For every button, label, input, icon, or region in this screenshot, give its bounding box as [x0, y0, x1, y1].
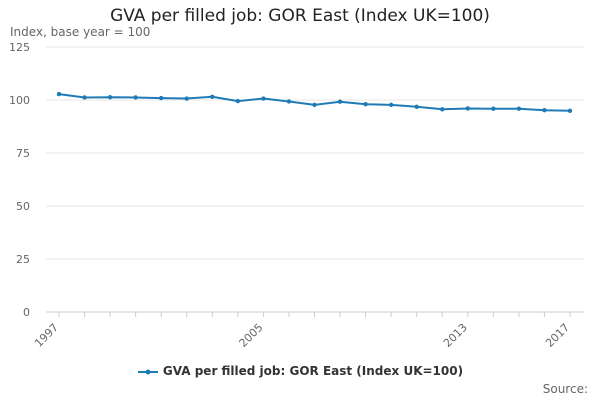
- data-point[interactable]: [388, 102, 394, 108]
- data-point[interactable]: [133, 95, 138, 100]
- data-point[interactable]: [542, 107, 547, 113]
- data-point[interactable]: [567, 108, 573, 114]
- y-tick-label: 100: [9, 94, 30, 107]
- legend-swatch: [137, 369, 158, 374]
- data-point[interactable]: [82, 95, 87, 100]
- x-tick-label: 2013: [441, 321, 470, 350]
- data-point[interactable]: [107, 95, 113, 100]
- y-axis-label: Index, base year = 100: [10, 25, 151, 39]
- data-point[interactable]: [491, 106, 496, 111]
- data-point[interactable]: [210, 94, 215, 100]
- data-point[interactable]: [312, 102, 317, 108]
- data-point[interactable]: [159, 95, 164, 101]
- data-point[interactable]: [261, 96, 266, 101]
- y-tick-label: 25: [16, 253, 30, 266]
- data-point[interactable]: [516, 106, 522, 111]
- source-label: Source:: [542, 382, 588, 396]
- data-point[interactable]: [337, 99, 343, 104]
- legend[interactable]: GVA per filled job: GOR East (Index UK=1…: [0, 364, 600, 378]
- y-axis-ticks: 0 25 50 75 100 125: [9, 41, 30, 319]
- x-axis: 1997 2005 2013 2017: [32, 311, 584, 350]
- y-tick-label: 50: [16, 200, 30, 213]
- data-point[interactable]: [235, 98, 241, 104]
- data-point[interactable]: [184, 96, 189, 101]
- data-point[interactable]: [465, 106, 470, 111]
- series-layer: [56, 91, 573, 114]
- x-tick-label: 1997: [32, 321, 61, 350]
- data-point[interactable]: [414, 104, 419, 109]
- data-point[interactable]: [56, 91, 62, 97]
- legend-label: GVA per filled job: GOR East (Index UK=1…: [162, 364, 464, 378]
- x-tick-label: 2017: [543, 321, 572, 350]
- data-point[interactable]: [363, 102, 368, 107]
- y-tick-label: 75: [16, 147, 30, 160]
- data-point[interactable]: [286, 99, 292, 104]
- x-tick-label: 2005: [237, 321, 266, 350]
- data-point[interactable]: [440, 107, 445, 112]
- gridlines: [46, 46, 584, 260]
- chart-title: GVA per filled job: GOR East (Index UK=1…: [110, 6, 490, 26]
- y-tick-label: 0: [23, 306, 30, 319]
- y-tick-label: 125: [9, 41, 30, 54]
